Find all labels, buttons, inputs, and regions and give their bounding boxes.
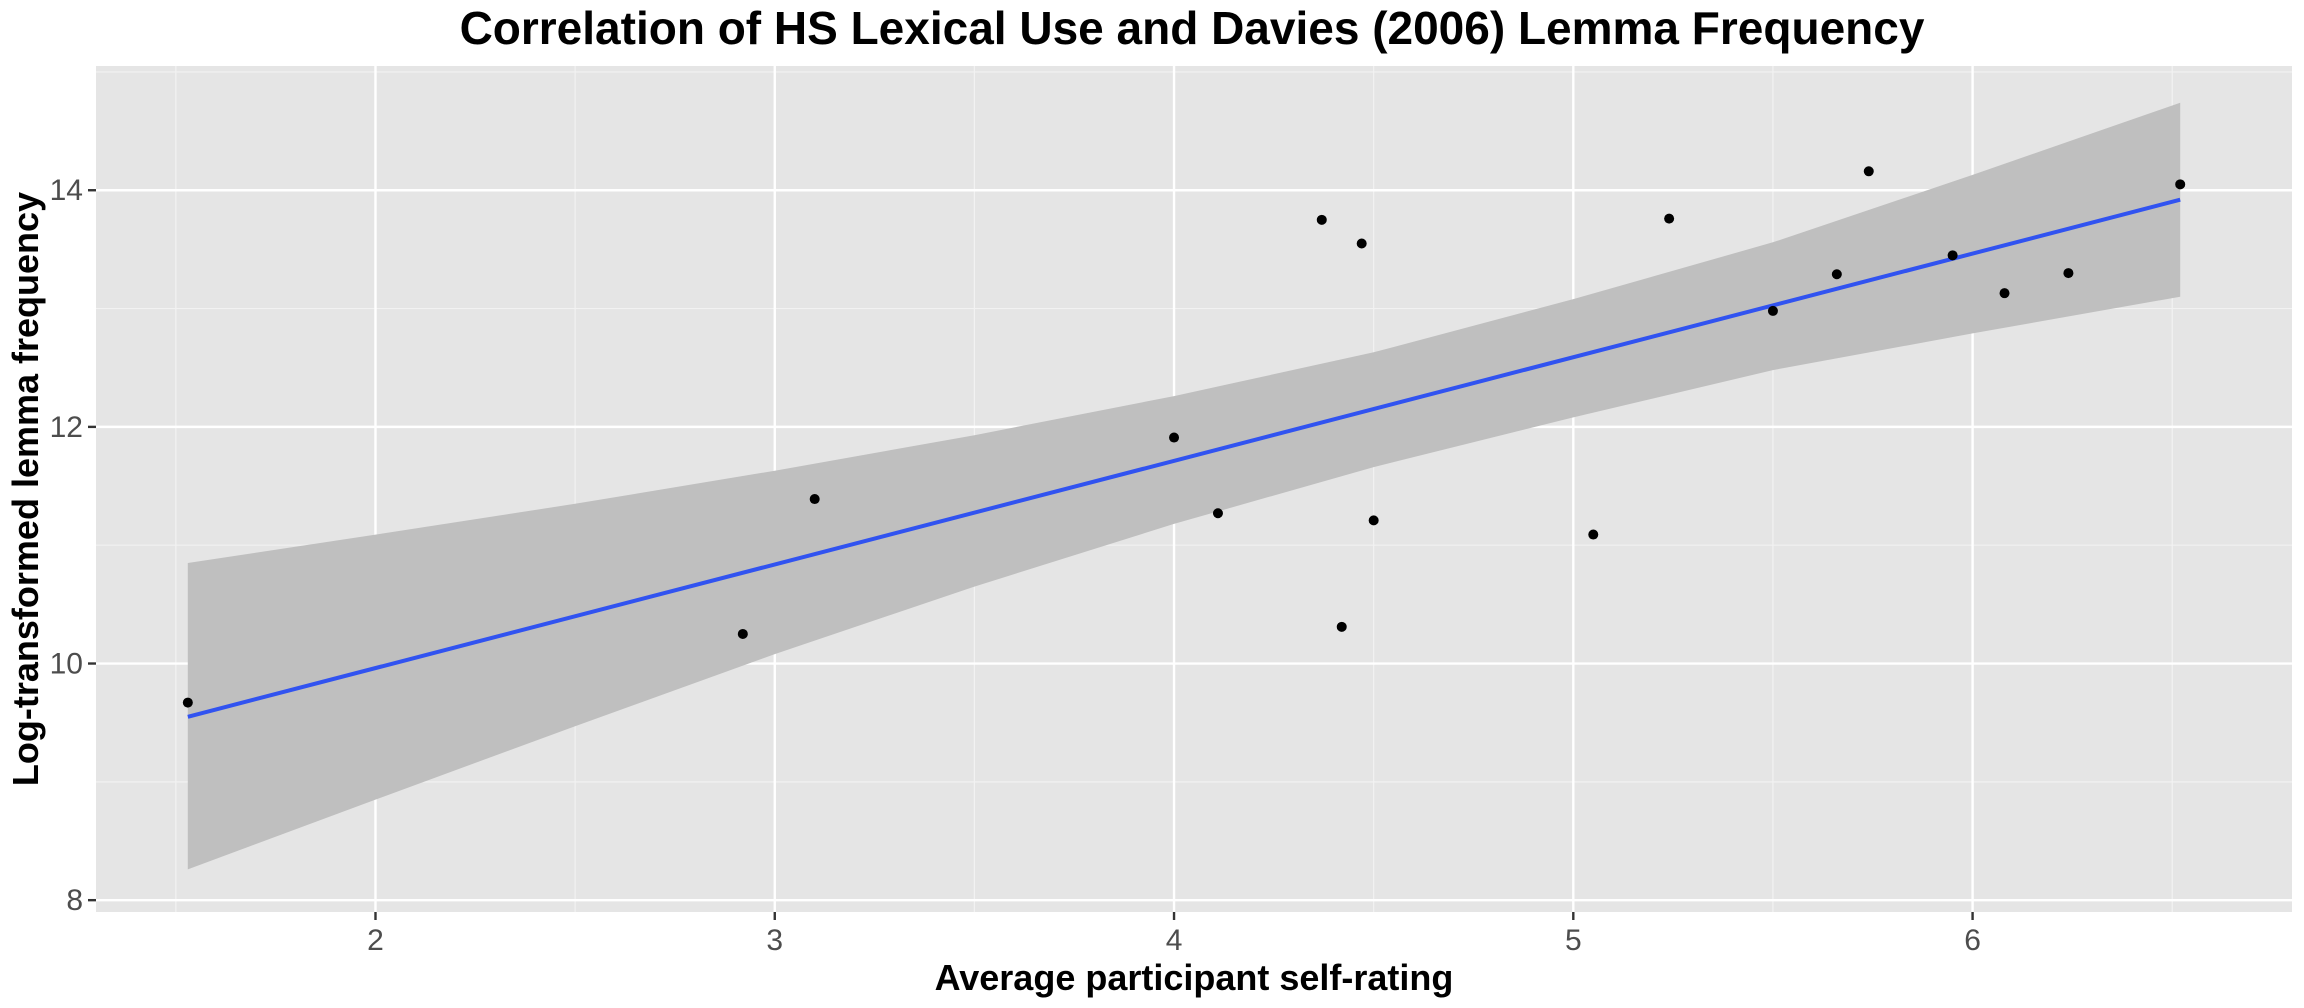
data-point [1212,508,1223,519]
y-tick-label: 14 [50,174,83,207]
data-point [1368,515,1379,526]
x-tick-label: 3 [766,924,783,957]
data-point [1588,529,1599,540]
data-point [1831,269,1842,280]
x-tick-label: 4 [1166,924,1183,957]
data-point [1767,305,1778,316]
x-axis: 2 3 4 5 6 [367,912,1981,957]
y-axis: 8 10 12 14 [50,174,96,917]
data-point [1947,250,1958,261]
data-point [1356,238,1367,249]
data-point [1336,621,1347,632]
regression-line [187,197,2181,719]
data-point [737,628,748,639]
data-point [1169,432,1180,443]
y-tick-label: 10 [50,648,83,681]
y-tick-label: 12 [50,411,83,444]
data-point [1664,213,1675,224]
data-point [809,494,820,505]
data-point [2063,268,2074,279]
x-tick-label: 2 [367,924,384,957]
data-point [1999,288,2010,299]
data-points [182,166,2186,708]
x-axis-title: Average participant self-rating [935,957,1454,998]
data-point [2175,179,2186,190]
data-point [182,697,193,708]
y-axis-title: Log-transformed lemma frequency [5,192,46,786]
x-tick-label: 5 [1565,924,1582,957]
confidence-band [187,102,2181,870]
x-tick-label: 6 [1964,924,1981,957]
chart-title: Correlation of HS Lexical Use and Davies… [460,2,1925,54]
data-point [1316,214,1327,225]
data-point [1863,166,1874,177]
y-tick-label: 8 [66,884,83,917]
